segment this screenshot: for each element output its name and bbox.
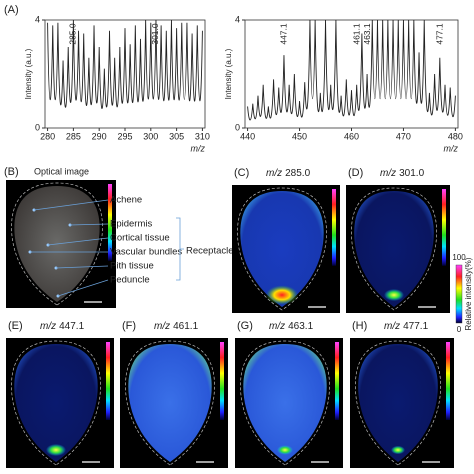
- peak-annotation: 447.1: [279, 23, 289, 45]
- x-tick-label: 440: [240, 131, 255, 141]
- panel-title: m/z 461.1: [154, 321, 199, 332]
- x-tick-label: 305: [169, 131, 184, 141]
- mz-value: 463.1: [288, 321, 313, 332]
- panel-title: m/z 301.0: [380, 168, 425, 179]
- peak-annotation: 285.0: [68, 23, 78, 45]
- colorbar: [455, 264, 463, 324]
- group-label: Receptacle: [186, 246, 234, 257]
- y-tick-label: 4: [235, 14, 240, 24]
- panel-title: m/z 447.1: [40, 321, 85, 332]
- hotspot: [277, 445, 293, 455]
- panel-title: m/z 285.0: [266, 168, 311, 179]
- mz-value: 461.1: [173, 321, 198, 332]
- x-tick-label: 290: [92, 131, 107, 141]
- mini-colorbar: [335, 342, 339, 420]
- spectrum: [47, 19, 203, 109]
- y-tick-label: 4: [35, 14, 40, 24]
- hotspot: [384, 289, 404, 301]
- y-tick-label: 0: [35, 122, 40, 132]
- mini-colorbar: [442, 189, 446, 266]
- mini-colorbar: [106, 342, 110, 420]
- y-axis-label: Intensity (a.u.): [24, 48, 33, 99]
- tissue-label: Epidermis: [110, 219, 152, 230]
- x-tick-label: 295: [117, 131, 132, 141]
- specimen: [240, 191, 324, 307]
- colorbar-title: Relative intensity(%): [464, 257, 473, 330]
- mz-value: 447.1: [59, 321, 84, 332]
- spectrum: [247, 19, 456, 121]
- peak-annotation: 477.1: [435, 23, 445, 45]
- x-tick-label: 480: [448, 131, 463, 141]
- x-axis-label: m/z: [191, 143, 206, 153]
- specimen: [358, 344, 438, 462]
- panel-label: (H): [352, 320, 367, 332]
- x-tick-label: 300: [143, 131, 158, 141]
- peak-annotation: 463.1: [362, 23, 372, 45]
- specimen-outline: [11, 340, 101, 466]
- mz-value: 477.1: [403, 321, 428, 332]
- mz-value: 301.0: [399, 168, 424, 179]
- mz-label: m/z: [269, 321, 285, 332]
- peak-annotation: 461.1: [351, 23, 361, 45]
- specimen: [128, 344, 212, 462]
- specimen-outline: [237, 187, 327, 311]
- mini-colorbar: [332, 189, 336, 266]
- colorbar-max: 100: [452, 253, 466, 262]
- specimen-outline: [125, 340, 215, 466]
- x-tick-label: 470: [396, 131, 411, 141]
- panel-label: (D): [348, 167, 363, 179]
- panel-label: (G): [237, 320, 253, 332]
- panel-title: m/z 477.1: [384, 321, 429, 332]
- panel-title: m/z 463.1: [269, 321, 314, 332]
- mini-colorbar: [108, 184, 112, 261]
- hotspot: [46, 444, 66, 456]
- mini-colorbar: [220, 342, 224, 420]
- bracket: [176, 217, 184, 281]
- x-tick-label: 450: [292, 131, 307, 141]
- mz-label: m/z: [384, 321, 400, 332]
- tissue-label: Achene: [110, 195, 142, 206]
- panel-label: (C): [234, 167, 249, 179]
- leader-line: [57, 279, 109, 297]
- specimen-outline: [240, 340, 330, 466]
- tissue-label: Vascular bundles: [110, 247, 182, 258]
- x-tick-label: 460: [344, 131, 359, 141]
- mz-label: m/z: [266, 168, 282, 179]
- mz-label: m/z: [154, 321, 170, 332]
- y-axis-label: Intensity (a.u.): [224, 48, 233, 99]
- peak-annotation: 301.0: [150, 23, 160, 45]
- mini-colorbar: [446, 342, 450, 420]
- tissue-label: Peduncle: [110, 275, 150, 286]
- x-tick-label: 280: [40, 131, 55, 141]
- panel-label: (B): [4, 166, 19, 178]
- hotspot: [266, 285, 298, 305]
- leader-line: [33, 199, 109, 211]
- specimen: [243, 344, 327, 462]
- hotspot: [391, 445, 405, 455]
- panel-title: Optical image: [34, 166, 89, 176]
- specimen: [14, 344, 98, 462]
- leader-line: [47, 237, 109, 246]
- panel-label: (A): [4, 4, 19, 16]
- x-tick-label: 310: [195, 131, 210, 141]
- x-tick-label: 285: [66, 131, 81, 141]
- colorbar-min: 0: [457, 325, 462, 334]
- specimen-outline: [11, 182, 103, 306]
- specimen-outline: [351, 187, 437, 311]
- leader-line: [55, 265, 109, 269]
- leader-line: [69, 223, 109, 226]
- specimen: [354, 191, 434, 307]
- tissue-label: Cortical tissue: [110, 233, 170, 244]
- panel-label: (E): [8, 320, 23, 332]
- mz-value: 285.0: [285, 168, 310, 179]
- panel-label: (F): [122, 320, 136, 332]
- mz-label: m/z: [380, 168, 396, 179]
- specimen-outline: [355, 340, 441, 466]
- y-tick-label: 0: [235, 122, 240, 132]
- tissue-label: Pith tissue: [110, 261, 154, 272]
- x-axis-label: m/z: [444, 143, 459, 153]
- mz-label: m/z: [40, 321, 56, 332]
